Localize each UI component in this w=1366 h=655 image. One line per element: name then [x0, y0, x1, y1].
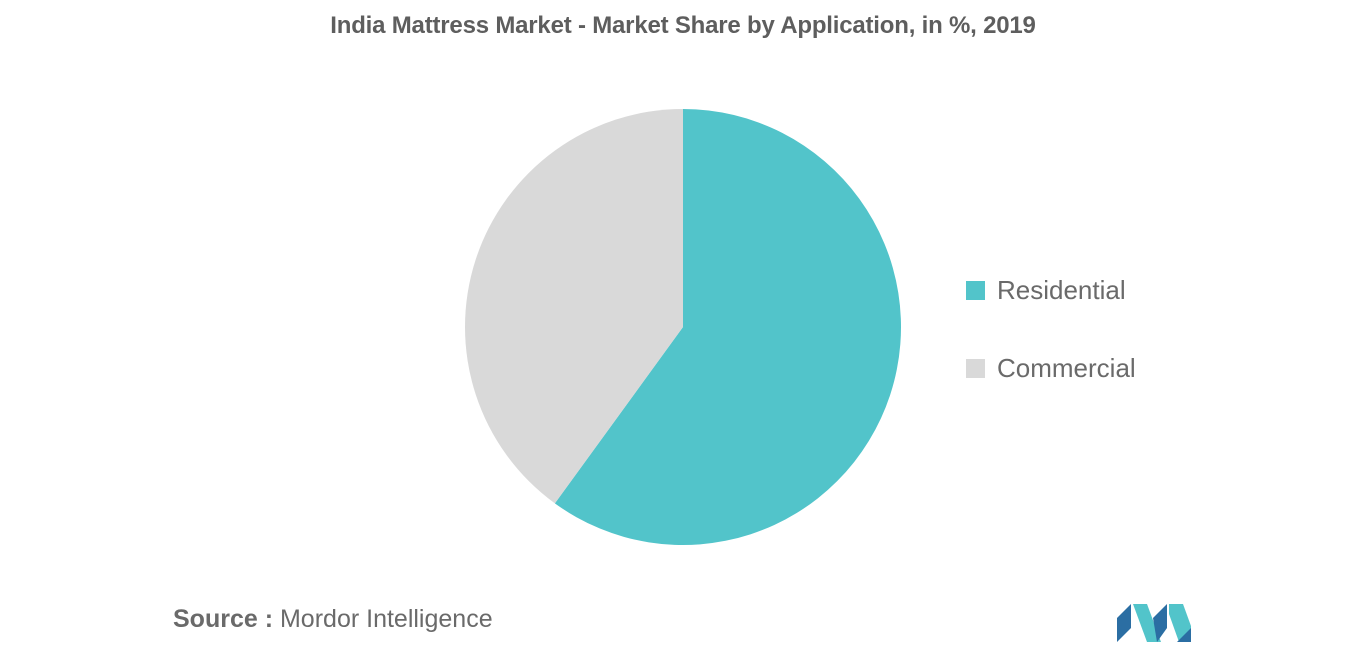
legend-item-residential: Residential — [966, 270, 1326, 310]
mordor-intelligence-logo-icon — [1117, 604, 1191, 642]
chart-title: India Mattress Market - Market Share by … — [330, 12, 1036, 39]
pie-slice-residential — [554, 109, 902, 545]
legend-label-commercial: Commercial — [997, 352, 1136, 383]
source-note: Source : Mordor Intelligence — [173, 605, 493, 634]
legend-swatch-commercial — [966, 358, 985, 378]
legend-item-commercial: Commercial — [966, 348, 1326, 388]
source-label: Source : — [173, 605, 274, 633]
source-text: Mordor Intelligence — [279, 605, 493, 633]
legend: Residential Commercial — [966, 270, 1326, 426]
legend-label-residential: Residential — [997, 274, 1126, 305]
pie-slice-commercial — [465, 109, 683, 504]
legend-swatch-residential — [966, 280, 985, 300]
